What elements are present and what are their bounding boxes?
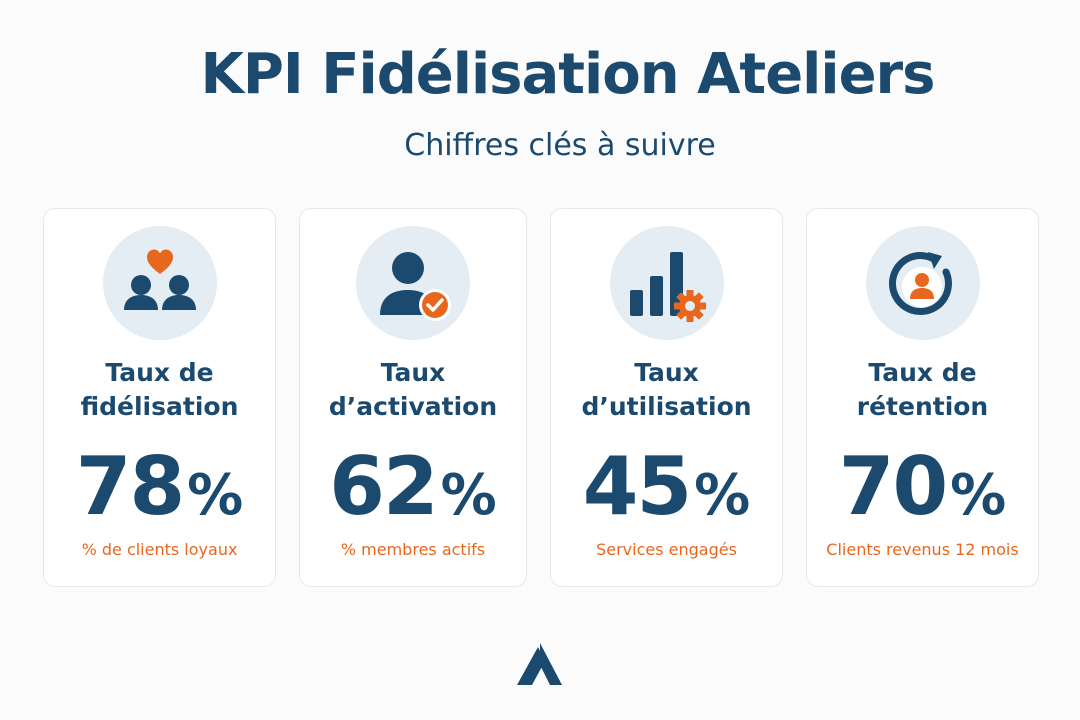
kpi-number: 70 — [838, 440, 948, 533]
kpi-caption: % membres actifs — [340, 540, 486, 559]
user-check-icon — [356, 226, 470, 340]
kpi-unit: % — [950, 463, 1007, 528]
kpi-value: 78% — [44, 437, 275, 546]
page-subtitle: Chiffres clés à suivre — [404, 128, 716, 163]
two-users-heart-icon — [102, 226, 217, 340]
kpi-unit: % — [694, 463, 751, 528]
kpi-value: 70% — [807, 437, 1038, 546]
brand-logo-icon — [514, 641, 564, 687]
kpi-card-utilisation: Taux d’utilisation 45% Services engagés — [550, 208, 783, 587]
kpi-card-activation: Taux d’activation 62% % membres actifs — [299, 208, 527, 587]
kpi-label: Taux d’activation — [328, 358, 498, 421]
kpi-caption: Clients revenus 12 mois — [826, 540, 1019, 559]
kpi-label: Taux de rétention — [856, 358, 989, 421]
page-title: KPI Fidélisation Ateliers — [200, 42, 935, 107]
kpi-number: 62 — [329, 440, 438, 533]
kpi-label: Taux d’utilisation — [581, 358, 752, 421]
kpi-value: 62% — [300, 437, 526, 546]
kpi-unit: % — [440, 463, 497, 528]
kpi-unit: % — [187, 463, 244, 528]
kpi-label: Taux de fidélisation — [80, 358, 239, 421]
kpi-card-fidelisation: Taux de fidélisation 78% % de clients lo… — [43, 208, 276, 587]
user-refresh-icon — [865, 226, 980, 340]
kpi-caption: Services engagés — [596, 540, 737, 559]
kpi-number: 45 — [582, 440, 692, 533]
kpi-caption: % de clients loyaux — [81, 540, 238, 559]
kpi-value: 45% — [551, 437, 782, 546]
kpi-number: 78 — [75, 440, 185, 533]
kpi-card-retention: Taux de rétention 70% Clients revenus 12… — [806, 208, 1039, 587]
bar-chart-gear-icon — [609, 226, 724, 340]
